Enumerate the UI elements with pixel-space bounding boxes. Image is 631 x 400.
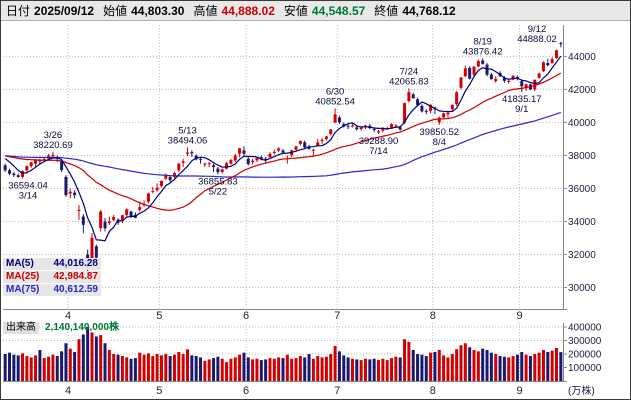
month-label: 6 xyxy=(243,310,249,322)
swing-annotation: 3/14 xyxy=(19,191,38,202)
swing-annotation: 5/13 xyxy=(178,125,197,136)
volume-header: 出来高 2,140,140,000株 xyxy=(3,322,119,334)
month-label: 9 xyxy=(517,310,523,322)
swing-annotation: 44888.02 xyxy=(517,34,557,45)
ma75-line xyxy=(5,111,561,178)
swing-annotation: 6/30 xyxy=(326,86,345,97)
ma75-value: 40,612.59 xyxy=(53,284,99,295)
month-label: 7 xyxy=(334,385,340,397)
month-label: 6 xyxy=(243,385,249,397)
ma75-legend-row: MA(75) 40,612.59 xyxy=(3,284,101,296)
swing-annotation: 9/1 xyxy=(515,104,528,115)
y-axis-label: 42000 xyxy=(568,85,596,96)
close-value: 44,768.12 xyxy=(402,3,456,18)
swing-annotation: 40852.54 xyxy=(315,96,355,107)
swing-annotation: 8/19 xyxy=(473,36,492,47)
ma-legend: MA(5) 44,016.28 MA(25) 42,984.87 MA(75) … xyxy=(3,258,101,297)
date-label: 日付 xyxy=(6,4,31,18)
month-label: 7 xyxy=(334,310,340,322)
swing-annotation: 7/24 xyxy=(400,66,419,77)
ma25-value: 42,984.87 xyxy=(53,271,99,282)
quote-header: 日付 2025/09/12 始値 44,803.30 高値 44,888.02 … xyxy=(1,1,630,21)
y-axis-label: 38000 xyxy=(568,151,596,162)
y-axis-label: 30000 xyxy=(568,283,596,294)
swing-annotation: 43876.42 xyxy=(463,46,503,57)
volume-unit-label: (万株) xyxy=(568,384,595,397)
swing-annotation: 3/26 xyxy=(44,130,63,141)
ma75-label: MA(75) xyxy=(6,284,40,295)
close-label: 終値 xyxy=(374,4,399,18)
y-axis-label: 40000 xyxy=(568,118,596,129)
swing-annotation: 36855.83 xyxy=(198,176,238,187)
swing-annotation: 5/22 xyxy=(209,186,228,197)
swing-annotation: 41835.17 xyxy=(502,94,542,105)
swing-annotation: 38494.06 xyxy=(168,135,208,146)
candlesticks xyxy=(3,41,563,274)
volume-bars xyxy=(3,327,563,381)
volume-value: 2,140,140,000株 xyxy=(45,322,119,333)
low-label: 安値 xyxy=(283,4,308,18)
date-value: 2025/09/12 xyxy=(34,3,95,18)
month-label: 5 xyxy=(156,385,162,397)
swing-annotation: 42065.83 xyxy=(389,76,429,87)
month-label: 9 xyxy=(517,385,523,397)
ma5-value: 44,016.28 xyxy=(53,258,99,269)
month-label: 4 xyxy=(65,310,71,322)
high-label: 高値 xyxy=(193,4,218,18)
volume-axis-label: 100000 xyxy=(568,363,602,374)
swing-annotation: 9/12 xyxy=(528,24,547,35)
volume-axis-label: 300000 xyxy=(568,336,602,347)
ma25-line xyxy=(5,72,562,212)
open-label: 始値 xyxy=(103,4,128,18)
month-label: 4 xyxy=(65,385,71,397)
y-axis-label: 32000 xyxy=(568,250,596,261)
month-label: 8 xyxy=(430,310,436,322)
low-value: 44,548.57 xyxy=(311,3,366,18)
high-value: 44,888.02 xyxy=(221,3,275,18)
ma5-legend-row: MA(5) 44,016.28 xyxy=(3,258,101,270)
volume-axis-label: 400000 xyxy=(568,323,602,334)
y-axis-label: 36000 xyxy=(568,184,596,195)
swing-annotation: 38220.69 xyxy=(33,140,73,151)
volume-axis-label: 200000 xyxy=(568,350,602,361)
month-label: 8 xyxy=(430,385,436,397)
ma25-label: MA(25) xyxy=(6,271,40,282)
swing-annotation: 39288.90 xyxy=(359,136,399,147)
ma25-legend-row: MA(25) 42,984.87 xyxy=(3,271,101,283)
swing-annotation: 39850.52 xyxy=(419,127,459,138)
month-label: 5 xyxy=(156,310,162,322)
volume-label: 出来高 xyxy=(3,322,39,334)
open-value: 44,803.30 xyxy=(131,3,185,18)
swing-annotation: 7/14 xyxy=(369,146,388,157)
ma-lines xyxy=(4,55,562,242)
ma5-label: MA(5) xyxy=(6,258,34,269)
y-axis-label: 44000 xyxy=(568,52,596,63)
swing-annotation: 36594.04 xyxy=(8,181,48,192)
ma5-line xyxy=(4,55,562,242)
swing-annotation: 8/4 xyxy=(433,137,446,148)
y-axis-label: 34000 xyxy=(568,217,596,228)
